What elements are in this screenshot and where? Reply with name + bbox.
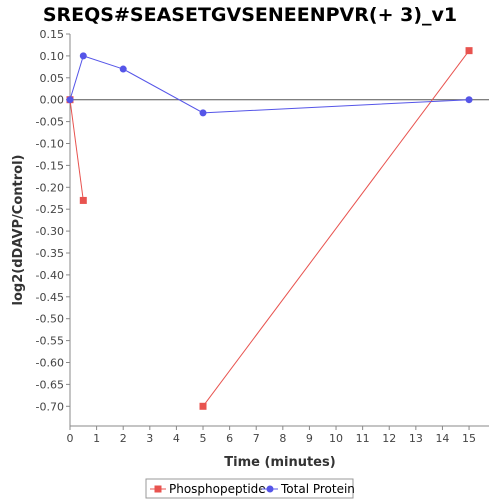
data-point <box>465 47 473 55</box>
data-point <box>199 109 207 117</box>
y-axis-label: log2(dDAVP/Control) <box>11 155 26 306</box>
x-tick-label: 5 <box>200 432 207 445</box>
x-tick-label: 1 <box>93 432 100 445</box>
y-tick-label: -0.05 <box>36 116 64 129</box>
x-tick-label: 9 <box>306 432 313 445</box>
legend-label-total-protein: Total Protein <box>280 482 355 496</box>
x-tick-label: 0 <box>67 432 74 445</box>
x-tick-label: 2 <box>120 432 127 445</box>
y-tick-label: -0.10 <box>36 137 64 150</box>
data-point <box>119 65 127 73</box>
y-tick-label: -0.30 <box>36 225 64 238</box>
x-tick-label: 14 <box>435 432 449 445</box>
legend-marker-phosphopeptide <box>154 485 162 493</box>
y-tick-label: -0.60 <box>36 356 64 369</box>
data-point <box>79 52 87 60</box>
y-tick-label: -0.45 <box>36 291 64 304</box>
x-tick-label: 4 <box>173 432 180 445</box>
y-tick-label: 0.05 <box>40 72 65 85</box>
y-tick-label: 0.00 <box>40 94 65 107</box>
series-line <box>69 99 84 201</box>
x-tick-label: 3 <box>146 432 153 445</box>
axes: 0.15 0.10 0.05 0.00 -0.05 -0.10 -0.15 -0.20 -0.2… <box>36 28 489 445</box>
legend-box <box>145 478 354 499</box>
y-tick-label: -0.40 <box>36 269 64 282</box>
data-point <box>66 96 74 104</box>
y-tick-label: -0.70 <box>36 400 64 413</box>
data-point <box>199 402 207 410</box>
y-tick-label: -0.50 <box>36 313 64 326</box>
legend-label-phosphopeptide: Phosphopeptide <box>169 482 266 496</box>
y-tick-label: -0.55 <box>36 335 64 348</box>
legend: Phosphopeptide Total Protein <box>145 478 355 499</box>
plot-area <box>70 34 489 426</box>
chart-title: SREQS#SEASETGVSENEENPVR(+ 3)_v1 <box>43 4 457 26</box>
series-total-protein <box>66 52 473 117</box>
x-tick-label: 8 <box>279 432 286 445</box>
y-tick-label: -0.35 <box>36 247 64 260</box>
x-axis-label: Time (minutes) <box>224 455 335 470</box>
x-tick-label: 15 <box>462 432 476 445</box>
y-tick-label: -0.65 <box>36 378 64 391</box>
series-line <box>202 50 470 407</box>
y-tick-label: -0.20 <box>36 181 64 194</box>
y-tick-label: -0.25 <box>36 203 64 216</box>
y-tick-label: -0.15 <box>36 159 64 172</box>
data-point <box>465 96 473 104</box>
x-tick-label: 7 <box>253 432 260 445</box>
y-tick-label: 0.10 <box>40 50 65 63</box>
y-tick-label: 0.15 <box>40 28 65 41</box>
x-tick-label: 12 <box>382 432 396 445</box>
x-tick-label: 6 <box>226 432 233 445</box>
x-tick-label: 13 <box>409 432 423 445</box>
x-tick-label: 11 <box>356 432 370 445</box>
legend-marker-total-protein <box>266 485 274 493</box>
x-tick-label: 10 <box>329 432 343 445</box>
series-layer <box>66 47 473 410</box>
data-point <box>79 196 87 204</box>
